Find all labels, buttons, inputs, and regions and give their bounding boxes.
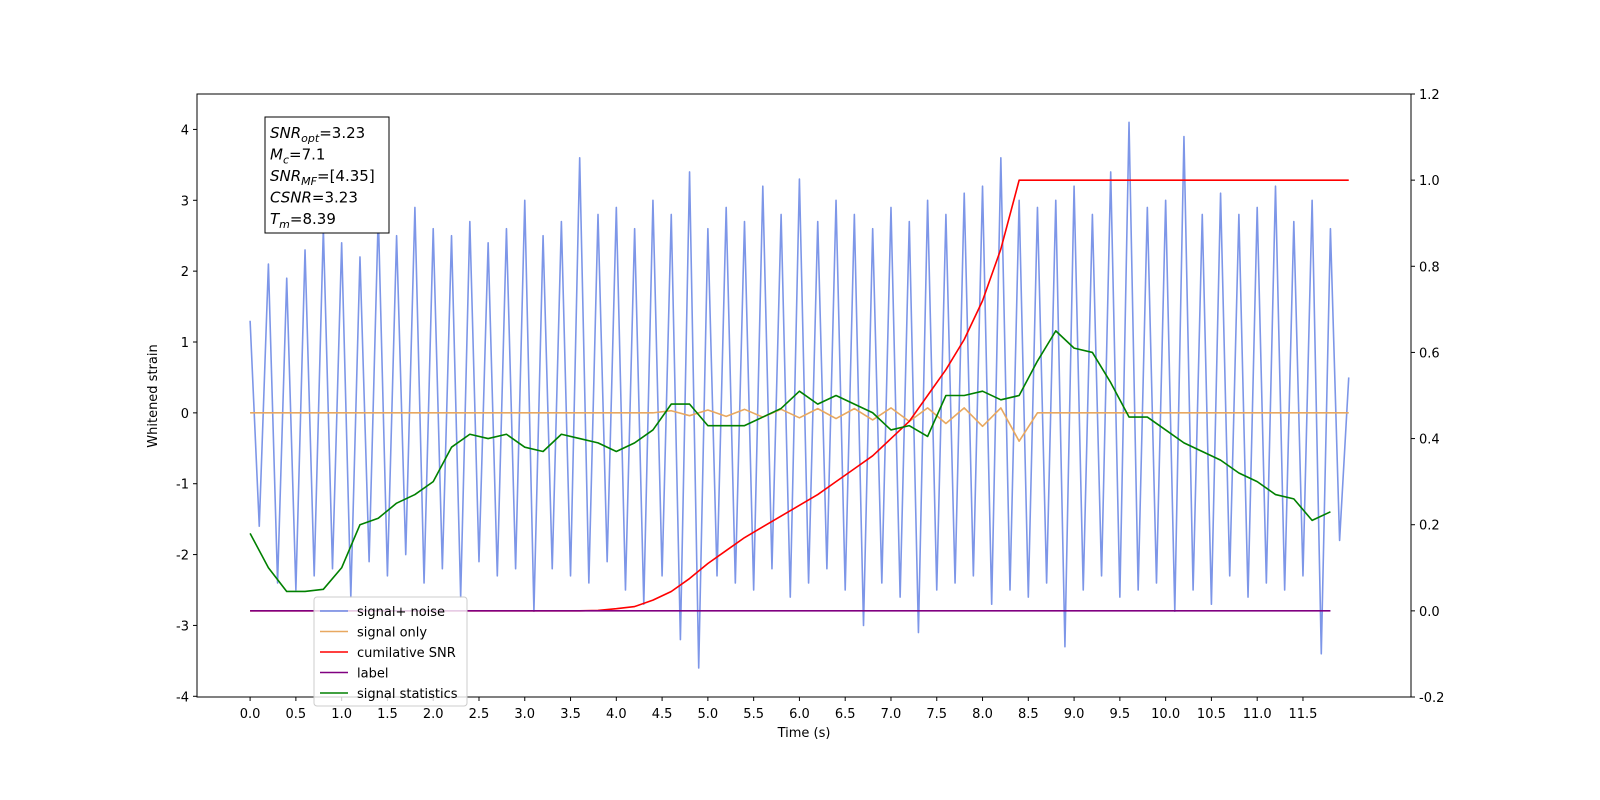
x-tick-label: 6.5: [835, 707, 856, 722]
y-tick-label: 2: [181, 265, 189, 280]
y2-tick-label: 1.0: [1419, 174, 1440, 189]
annotation-symbol: M: [270, 146, 283, 164]
plot-frame: [196, 93, 1412, 698]
annotation-value: =3.23: [312, 189, 358, 207]
annotation-value: =[4.35]: [317, 167, 375, 185]
y-tick-label: 1: [181, 336, 189, 351]
annotation-subscript: c: [283, 154, 289, 167]
annotation-symbol: CSNR: [270, 189, 312, 207]
x-tick-label: 5.0: [698, 707, 719, 722]
x-tick-label: 10.0: [1151, 707, 1180, 722]
series-line: [249, 121, 1350, 669]
y2-tick-label: 1.2: [1419, 88, 1440, 103]
x-tick-label: 10.5: [1197, 707, 1226, 722]
y2-tick-label: 0.4: [1419, 433, 1440, 448]
legend-label: label: [357, 667, 388, 682]
y-axis-label: Whitened strain: [146, 344, 161, 447]
x-tick-label: 6.0: [789, 707, 810, 722]
x-tick-label: 1.0: [331, 707, 352, 722]
y2-tick-label: 0.0: [1419, 605, 1440, 620]
series-line: [249, 330, 1331, 593]
x-tick-label: 2.0: [423, 707, 444, 722]
x-axis-label: Time (s): [777, 726, 831, 741]
x-tick-label: 3.5: [560, 707, 581, 722]
x-tick-label: 11.0: [1243, 707, 1272, 722]
x-tick-label: 0.5: [286, 707, 307, 722]
annotation-line: Tm=8.39: [270, 210, 336, 231]
y-tick-label: -4: [176, 690, 189, 705]
x-tick-label: 0.0: [240, 707, 261, 722]
x-tick-label: 9.5: [1110, 707, 1131, 722]
annotation-symbol: T: [270, 210, 281, 228]
annotation-subscript: m: [279, 218, 290, 231]
x-tick-label: 9.0: [1064, 707, 1085, 722]
y-tick-label: 4: [181, 123, 189, 138]
annotation-subscript: MF: [301, 175, 317, 188]
x-tick-label: 7.5: [926, 707, 947, 722]
annotation-line: Mc=7.1: [270, 146, 325, 167]
legend-box: [313, 596, 468, 707]
y2-tick-label: 0.6: [1419, 346, 1440, 361]
legend-label: signal statistics: [357, 687, 458, 702]
x-tick-label: 7.0: [881, 707, 902, 722]
annotation-value: =8.39: [290, 210, 336, 228]
x-tick-label: 5.5: [743, 707, 764, 722]
x-tick-label: 1.5: [377, 707, 398, 722]
annotation-value: =7.1: [289, 146, 325, 164]
y2-tick-label: -0.2: [1419, 691, 1444, 706]
annotation-symbol: SNR: [270, 167, 301, 185]
annotation-line: SNRMF=[4.35]: [270, 167, 375, 188]
y-tick-label: -3: [176, 619, 189, 634]
y2-tick-label: 0.2: [1419, 519, 1440, 534]
annotation-line: CSNR=3.23: [270, 189, 358, 207]
legend-label: signal+ noise: [357, 605, 445, 620]
x-tick-label: 4.5: [652, 707, 673, 722]
series-line: [250, 407, 1349, 442]
x-tick-label: 11.5: [1288, 707, 1317, 722]
y-tick-label: 0: [181, 407, 189, 422]
y-tick-label: -2: [176, 549, 189, 564]
x-tick-label: 8.5: [1018, 707, 1039, 722]
annotation-line: SNRopt=3.23: [270, 124, 365, 145]
y2-tick-label: 0.8: [1419, 260, 1440, 275]
annotation-value: =3.23: [319, 124, 365, 142]
x-tick-label: 2.5: [469, 707, 490, 722]
legend-label: cumilative SNR: [357, 646, 456, 661]
x-tick-label: 3.0: [514, 707, 535, 722]
annotation-box: [264, 116, 390, 234]
x-tick-label: 4.0: [606, 707, 627, 722]
y-tick-label: 3: [181, 194, 189, 209]
annotation-subscript: opt: [301, 132, 320, 145]
legend-label: signal only: [357, 626, 427, 641]
annotation-symbol: SNR: [270, 124, 301, 142]
x-tick-label: 8.0: [972, 707, 993, 722]
y-tick-label: -1: [176, 478, 189, 493]
